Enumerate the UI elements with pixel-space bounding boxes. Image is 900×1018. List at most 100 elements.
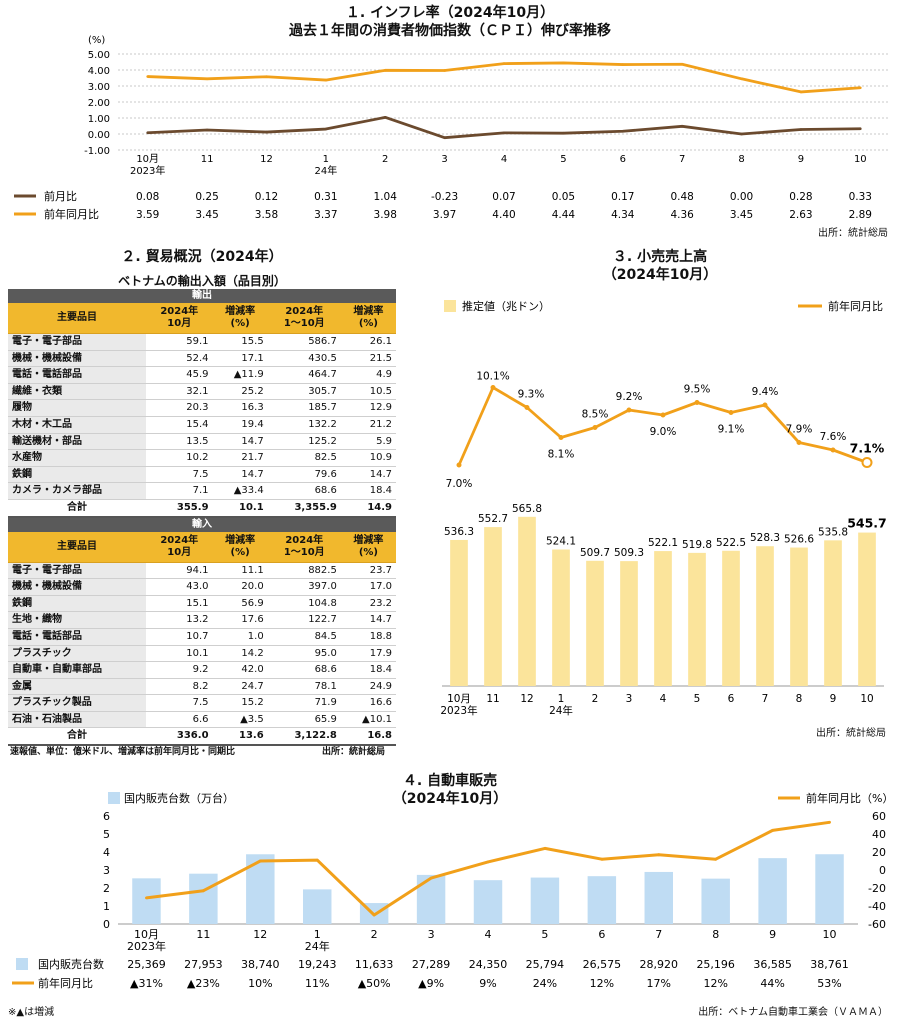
bar-value-label: 522.5 — [716, 537, 746, 549]
oct-value: 9.2 — [146, 661, 213, 679]
x-tick-label: 4 — [660, 693, 667, 705]
bar — [815, 854, 844, 924]
ytd-yoy: 16.8 — [340, 727, 396, 747]
item-name: 木材・木工品 — [8, 416, 146, 434]
data-point — [680, 62, 684, 66]
data-point — [258, 859, 262, 863]
table-row: 鉄鋼 15.1 56.9 104.8 23.2 — [8, 595, 396, 613]
item-name: 機械・機械設備 — [8, 350, 146, 368]
data-label: 4.34 — [611, 209, 635, 221]
x-tick-label: 12 — [253, 928, 267, 941]
oct-yoy: ▲3.5 — [212, 711, 268, 729]
ytd-value: 71.9 — [267, 694, 341, 712]
x-tick-label: 24年 — [305, 939, 330, 953]
ytd-value: 185.7 — [267, 399, 341, 417]
y2-tick-label: 60 — [872, 810, 886, 823]
data-point — [657, 853, 661, 857]
data-point — [146, 75, 149, 78]
data-label: 4.44 — [552, 209, 576, 221]
bar — [132, 878, 161, 924]
x-tick-label: 8 — [712, 928, 719, 941]
col-yoy2: 増減率 (%) — [340, 303, 396, 334]
x-tick-label: 5 — [541, 928, 548, 941]
ytd-value: 84.5 — [267, 628, 341, 646]
ytd-yoy: 14.7 — [340, 466, 396, 484]
ytd-yoy: ▲10.1 — [340, 711, 396, 729]
oct-yoy: 19.4 — [212, 416, 268, 434]
legend-label: 前月比 — [44, 189, 77, 203]
data-label: 3.45 — [195, 209, 218, 221]
legend-label: 前年同月比 — [44, 207, 99, 221]
ytd-yoy: 14.7 — [340, 611, 396, 629]
data-label: 0.28 — [789, 191, 812, 203]
export-table: 輸出 主要品目 2024年 10月 増減率 (%) 2024年 1～10月 増減率 (%… — [8, 289, 396, 518]
auto-subtitle: （2024年10月） — [392, 791, 508, 807]
yoy-label: 9.0% — [650, 426, 677, 438]
bar — [586, 560, 604, 686]
data-label: 25,369 — [127, 958, 166, 971]
ytd-value: 430.5 — [267, 350, 341, 368]
bar — [790, 547, 808, 686]
table-row: 電話・電話部品 10.7 1.0 84.5 18.8 — [8, 628, 396, 646]
total-row: 合計 336.0 13.6 3,122.8 16.8 — [8, 727, 396, 747]
data-point — [146, 131, 149, 135]
x-tick-label: 4 — [485, 928, 492, 941]
x-tick-label: 2023年 — [127, 939, 166, 953]
bar — [654, 551, 672, 686]
x-tick-label: 2023年 — [440, 704, 477, 717]
bar-value-label: 565.8 — [512, 503, 542, 515]
data-label: 25,794 — [526, 958, 565, 971]
data-label: 24,350 — [469, 958, 508, 971]
oct-yoy: 56.9 — [212, 595, 268, 613]
yoy-label: 8.1% — [548, 449, 575, 461]
data-label: 4.36 — [670, 209, 694, 221]
data-point — [799, 90, 803, 94]
bar — [552, 549, 570, 686]
yoy-label: 7.9% — [786, 424, 813, 436]
cpi-chart: (%) 5.00 4.00 3.00 2.00 1.00 0.00 -1.00 10月2023… — [14, 35, 890, 221]
item-name: 電子・電子部品 — [8, 562, 146, 580]
data-label: 0.48 — [670, 191, 693, 203]
export-col-headers: 主要品目 2024年 10月 増減率 (%) 2024年 1～10月 増減率 (%) — [8, 303, 396, 334]
table-row: カメラ・カメラ部品 7.1 ▲33.4 68.6 18.4 — [8, 482, 396, 500]
item-name: 石油・石油製品 — [8, 711, 146, 729]
item-name: 鉄鋼 — [8, 466, 146, 484]
ytd-yoy: 5.9 — [340, 433, 396, 451]
x-tick-label: 9 — [830, 693, 837, 705]
ytd-value: 464.7 — [267, 366, 341, 384]
cpi-source: 出所：統計総局 — [818, 228, 888, 239]
ytd-value: 305.7 — [267, 383, 341, 401]
table-row: 繊維・衣類 32.1 25.2 305.7 10.5 — [8, 383, 396, 401]
oct-yoy: 14.7 — [212, 466, 268, 484]
data-label: 44% — [760, 977, 784, 990]
ytd-value: 68.6 — [267, 482, 341, 500]
table-row: 自動車・自動車部品 9.2 42.0 68.6 18.4 — [8, 661, 396, 679]
trade-subtitle: ベトナムの輸出入額（品目別） — [118, 274, 286, 288]
x-tick-label: 11 — [201, 154, 214, 165]
y-tick-label: 4.00 — [88, 66, 110, 77]
x-tick-label: 1 — [558, 693, 565, 705]
oct-value: 52.4 — [146, 350, 213, 368]
x-tick-label: 2023年 — [130, 164, 165, 177]
x-tick-label: 6 — [598, 928, 605, 941]
trade-note: 速報値、単位：億米ドル、増減率は前年同月比・同期比 — [10, 747, 236, 757]
oct-value: 7.1 — [146, 482, 213, 500]
x-tick-label: 7 — [679, 154, 685, 165]
item-name: 履物 — [8, 399, 146, 417]
data-point — [830, 447, 836, 453]
x-tick-label: 1 — [314, 928, 321, 941]
trade-tables: 輸出 主要品目 2024年 10月 増減率 (%) 2024年 1～10月 増減率 (%… — [8, 289, 396, 747]
bar-value-label: 522.1 — [648, 537, 678, 549]
data-label: 0.08 — [136, 191, 159, 203]
cpi-title: １. インフレ率（2024年10月） — [345, 5, 555, 21]
oct-yoy: 15.2 — [212, 694, 268, 712]
bar-value-label: 536.3 — [444, 526, 474, 538]
bar-value-label: 545.7 — [847, 516, 887, 531]
x-tick-label: 12 — [520, 693, 533, 705]
data-point — [621, 63, 625, 66]
data-point — [524, 405, 530, 410]
oct-yoy: 42.0 — [212, 661, 268, 679]
data-label: 0.31 — [314, 191, 337, 203]
data-label: 3.59 — [136, 209, 159, 221]
ytd-yoy: 16.6 — [340, 694, 396, 712]
